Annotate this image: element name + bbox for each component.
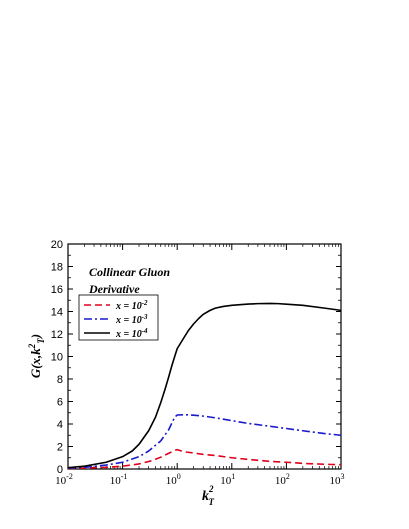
series-layer [67,302,342,470]
y-tick-label: 18 [51,262,63,274]
x-axis-label: k2 T [202,484,215,507]
x-tick-label: 10-1 [110,472,128,487]
y-tick-label: 0 [57,464,63,476]
x-tick-label: 100 [166,472,181,487]
legend-label-3: x = 10-4 [115,327,148,340]
legend: x = 10-2x = 10-3x = 10-4 [78,294,159,341]
y-tick-label: 10 [51,352,63,364]
y-axis-ticks: 0 2 4 6 8 10 12 14 16 18 20 [51,239,341,476]
y-tick-label: 4 [57,419,63,431]
y-axis-label: G(x,k2T) [27,334,46,378]
series-line-2 [67,413,342,469]
series-line-3 [67,302,342,469]
y-tick-label: 20 [51,239,63,251]
y-tick-label: 12 [51,329,63,341]
x-tick-label: 103 [330,472,345,487]
y-tick-label: 16 [51,284,63,296]
x-tick-label: 102 [275,472,290,487]
series-line-1 [67,448,342,470]
legend-label-1: x = 10-2 [115,299,148,312]
x-tick-label: 101 [220,472,235,487]
y-tick-label: 14 [51,307,63,319]
y-tick-label: 6 [57,397,63,409]
x-tick-label: 10-2 [55,472,73,487]
chart-annotation-line-2: Derivative [88,282,140,296]
y-tick-label: 8 [57,374,63,386]
y-tick-label: 2 [57,442,63,454]
legend-label-2: x = 10-3 [115,313,148,326]
x-axis-ticks: 10-2 10-1 100 101 102 103 [55,244,345,487]
chart-annotation-line-1: Collinear Gluon [89,265,170,279]
